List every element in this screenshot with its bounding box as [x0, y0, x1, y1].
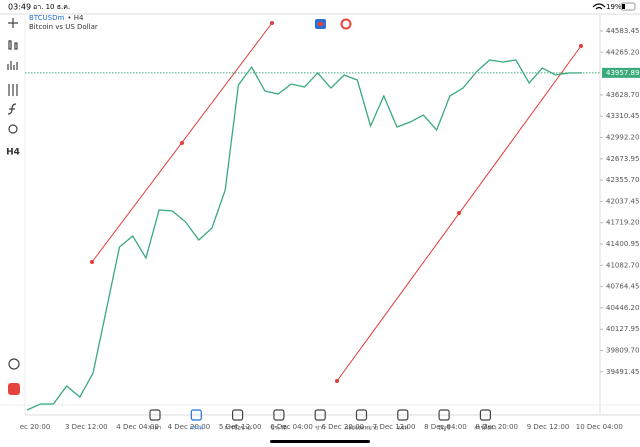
y-tick-label: 43310.45 — [606, 112, 639, 120]
left-toolbar — [7, 18, 20, 370]
status-date: อา. 10 ธ.ค. — [33, 3, 70, 11]
x-tick-label: 8 Dec 20:00 — [475, 423, 518, 431]
tab-icon[interactable] — [314, 409, 326, 421]
tab-label[interactable]: ราคา — [149, 426, 162, 432]
bars-tool[interactable] — [7, 61, 18, 70]
tab-label[interactable]: ประวัติ — [271, 425, 287, 432]
handle[interactable] — [270, 21, 274, 25]
tab-label[interactable]: กล่องจดหมาย — [345, 426, 378, 432]
handle[interactable] — [90, 260, 94, 264]
trendlines — [91, 22, 582, 382]
x-tick-label: 9 Dec 12:00 — [527, 423, 570, 431]
tab-label[interactable]: บัญชี — [438, 425, 450, 432]
x-tick-label: 4 Dec 04:00 — [116, 423, 159, 431]
home-indicator — [270, 440, 370, 443]
indicator-tool[interactable] — [8, 40, 18, 50]
x-tick-label: 7 Dec 12:00 — [373, 423, 416, 431]
y-tick-label: 42673.95 — [606, 155, 639, 163]
timeframe-button[interactable]: H4 — [6, 148, 20, 158]
handle[interactable] — [579, 44, 583, 48]
x-tick-label: 5 Dec 12:00 — [219, 423, 262, 431]
y-tick-label: 41400.95 — [606, 240, 639, 248]
tab-label[interactable]: ข่าว — [315, 426, 325, 432]
current-price-label: 43957.89 — [606, 69, 639, 77]
x-tick-label: 6 Dec 04:00 — [270, 423, 313, 431]
current-price-box — [602, 67, 640, 78]
battery-icon — [620, 2, 636, 11]
wifi-icon — [592, 3, 606, 10]
x-tick-label: 4 Dec 20:00 — [168, 423, 211, 431]
symbol-header: BTCUSDm • H4 — [29, 14, 84, 22]
y-tick-label: 43628.70 — [606, 91, 639, 99]
x-tick-label: 8 Dec 04:00 — [424, 423, 467, 431]
tab-icon[interactable] — [479, 409, 491, 421]
tab-icon[interactable] — [149, 409, 161, 421]
x-tick-label: 10 Dec 04:00 — [576, 423, 623, 431]
tab-label[interactable]: กราฟ — [190, 425, 203, 432]
handle[interactable] — [457, 211, 461, 215]
y-tick-label: 44265.20 — [606, 48, 639, 56]
price-line — [26, 59, 583, 411]
y-tick-label: 40764.45 — [606, 283, 639, 291]
y-tick-label: 42992.20 — [606, 133, 639, 141]
y-tick-label: 41719.20 — [606, 219, 639, 227]
symbol-timeframe: • H4 — [67, 14, 84, 22]
handle[interactable] — [335, 379, 339, 383]
x-tick-label: ec 20:00 — [20, 423, 51, 431]
tab-label[interactable]: แชท — [397, 425, 408, 432]
y-tick-label: 42037.45 — [606, 197, 639, 205]
x-tick-label: 6 Dec 20:00 — [321, 423, 364, 431]
sync-icon[interactable] — [340, 18, 352, 30]
handle[interactable] — [180, 141, 184, 145]
symbol-description: Bitcoin vs US Dollar — [29, 23, 98, 31]
y-tick-label: 39809.70 — [606, 346, 639, 354]
trendline-handles — [90, 21, 583, 383]
zoom-tool[interactable] — [8, 358, 20, 370]
app-icon[interactable] — [8, 383, 20, 395]
y-tick-label: 44583.45 — [606, 27, 639, 35]
one-click-icon-inner — [318, 22, 323, 26]
tab-icon[interactable] — [397, 409, 409, 421]
status-battery: 19% — [606, 3, 622, 11]
symbol-code: BTCUSDm — [29, 14, 65, 22]
tab-label[interactable]: การซื้อขาย — [224, 424, 250, 432]
tab-icon[interactable] — [232, 409, 244, 421]
battery-level — [622, 4, 625, 9]
y-tick-label: 41082.70 — [606, 261, 639, 269]
y-tick-label: 39491.45 — [606, 368, 639, 376]
tab-icon[interactable] — [273, 409, 285, 421]
settings-tool[interactable] — [8, 84, 18, 96]
x-tick-label: 3 Dec 12:00 — [65, 423, 108, 431]
tab-icon[interactable] — [355, 409, 368, 421]
y-tick-label: 40446.20 — [606, 304, 639, 312]
y-tick-label: 42355.70 — [606, 176, 639, 184]
function-tool[interactable] — [7, 103, 17, 115]
status-time: 03:49 — [8, 3, 31, 12]
crosshair-tool[interactable] — [8, 18, 18, 28]
tab-icon[interactable] — [190, 409, 202, 421]
shapes-tool[interactable] — [8, 124, 18, 134]
tab-icon[interactable] — [438, 409, 450, 421]
y-tick-label: 40127.95 — [606, 325, 639, 333]
tab-label[interactable]: การตั้งค่า — [474, 424, 496, 432]
